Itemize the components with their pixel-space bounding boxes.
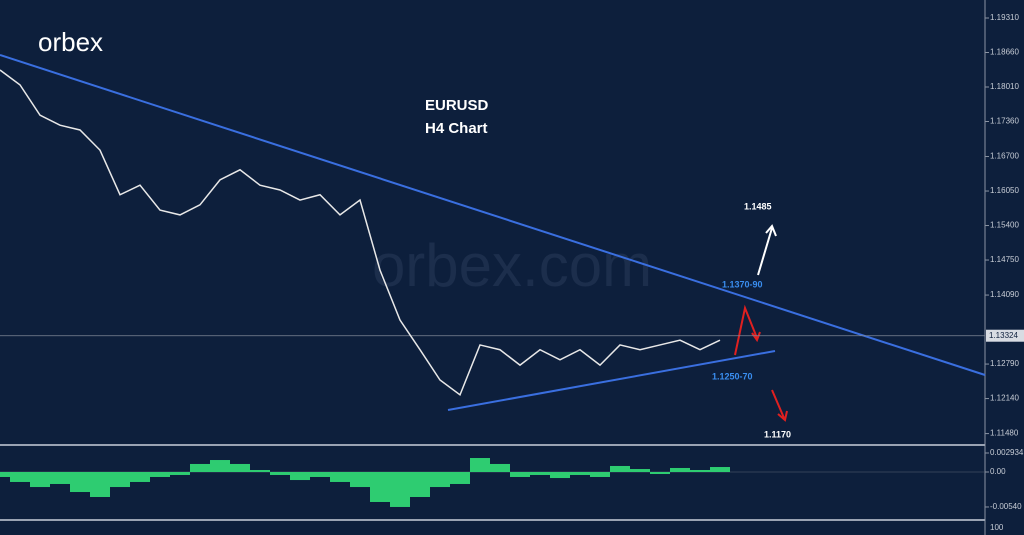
trendline	[447, 350, 776, 411]
oscillator-bar	[610, 465, 630, 473]
oscillator-bar	[310, 472, 330, 477]
oscillator-bar	[430, 472, 450, 488]
price-line	[0, 69, 721, 397]
y-tick-label: 1.16700	[990, 152, 1019, 161]
oscillator-bar	[410, 472, 430, 498]
y-tick-label: 0.00	[990, 467, 1006, 476]
oscillator-bar	[650, 472, 670, 475]
oscillator-bar	[470, 458, 490, 473]
y-tick-label: 1.19310	[990, 13, 1019, 22]
y-tick-label: 1.15400	[990, 221, 1019, 230]
oscillator-bar	[250, 469, 270, 473]
oscillator-bar	[10, 472, 30, 482]
trendline	[0, 54, 986, 376]
oscillator-bar	[150, 472, 170, 477]
y-tick-label: 1.11480	[990, 429, 1019, 438]
y-tick-label: 1.18010	[990, 82, 1019, 91]
arrow	[757, 224, 777, 276]
oscillator-bar	[690, 469, 710, 473]
y-tick-label: 1.14090	[990, 290, 1019, 299]
y-tick-label: 1.17360	[990, 117, 1019, 126]
y-tick-label: 1.16050	[990, 186, 1019, 195]
annotation: 1.1250-70	[712, 371, 753, 381]
oscillator-bar	[210, 460, 230, 473]
oscillator-bar	[130, 472, 150, 482]
oscillator-bar	[110, 472, 130, 488]
oscillator-bar	[530, 472, 550, 475]
current-price-label: 1.13324	[989, 331, 1018, 340]
oscillator-bar	[570, 472, 590, 475]
oscillator-bar	[70, 472, 90, 493]
oscillator-bar	[710, 467, 730, 473]
oscillator-bar	[290, 472, 310, 481]
oscillator-bar	[550, 472, 570, 479]
oscillator-bar	[390, 472, 410, 507]
oscillator-bar	[90, 472, 110, 498]
current-price-box	[986, 329, 1024, 342]
chart-subtitle: H4 Chart	[425, 120, 488, 137]
watermark: orbex.com	[372, 232, 652, 299]
annotation: 1.1370-90	[722, 279, 763, 289]
oscillator-bar	[30, 472, 50, 488]
oscillator-bar	[190, 463, 210, 473]
y-tick-label: -0.00540	[990, 502, 1022, 511]
oscillator-bar	[490, 463, 510, 473]
oscillator-bar	[670, 467, 690, 473]
oscillator-bar	[50, 472, 70, 484]
panel-label: 100	[990, 523, 1004, 532]
annotation: 1.1170	[764, 429, 791, 439]
oscillator-bar	[630, 469, 650, 473]
oscillator-bar	[370, 472, 390, 502]
oscillator-bar	[350, 472, 370, 488]
oscillator-bar	[170, 472, 190, 475]
y-tick-label: 1.18660	[990, 48, 1019, 57]
y-tick-label: 0.002934	[990, 448, 1024, 457]
oscillator-bar	[270, 472, 290, 475]
oscillator-bar	[330, 472, 350, 482]
oscillator-bar	[450, 472, 470, 484]
chart-title: EURUSD	[425, 97, 489, 114]
oscillator-bar	[510, 472, 530, 477]
logo: orbex	[38, 27, 103, 57]
oscillator-bar	[230, 463, 250, 473]
oscillator-bar	[590, 472, 610, 477]
y-tick-label: 1.12790	[990, 359, 1019, 368]
arrow	[771, 389, 788, 422]
annotation: 1.1485	[744, 201, 772, 211]
y-tick-label: 1.12140	[990, 394, 1019, 403]
y-tick-label: 1.14750	[990, 255, 1019, 264]
